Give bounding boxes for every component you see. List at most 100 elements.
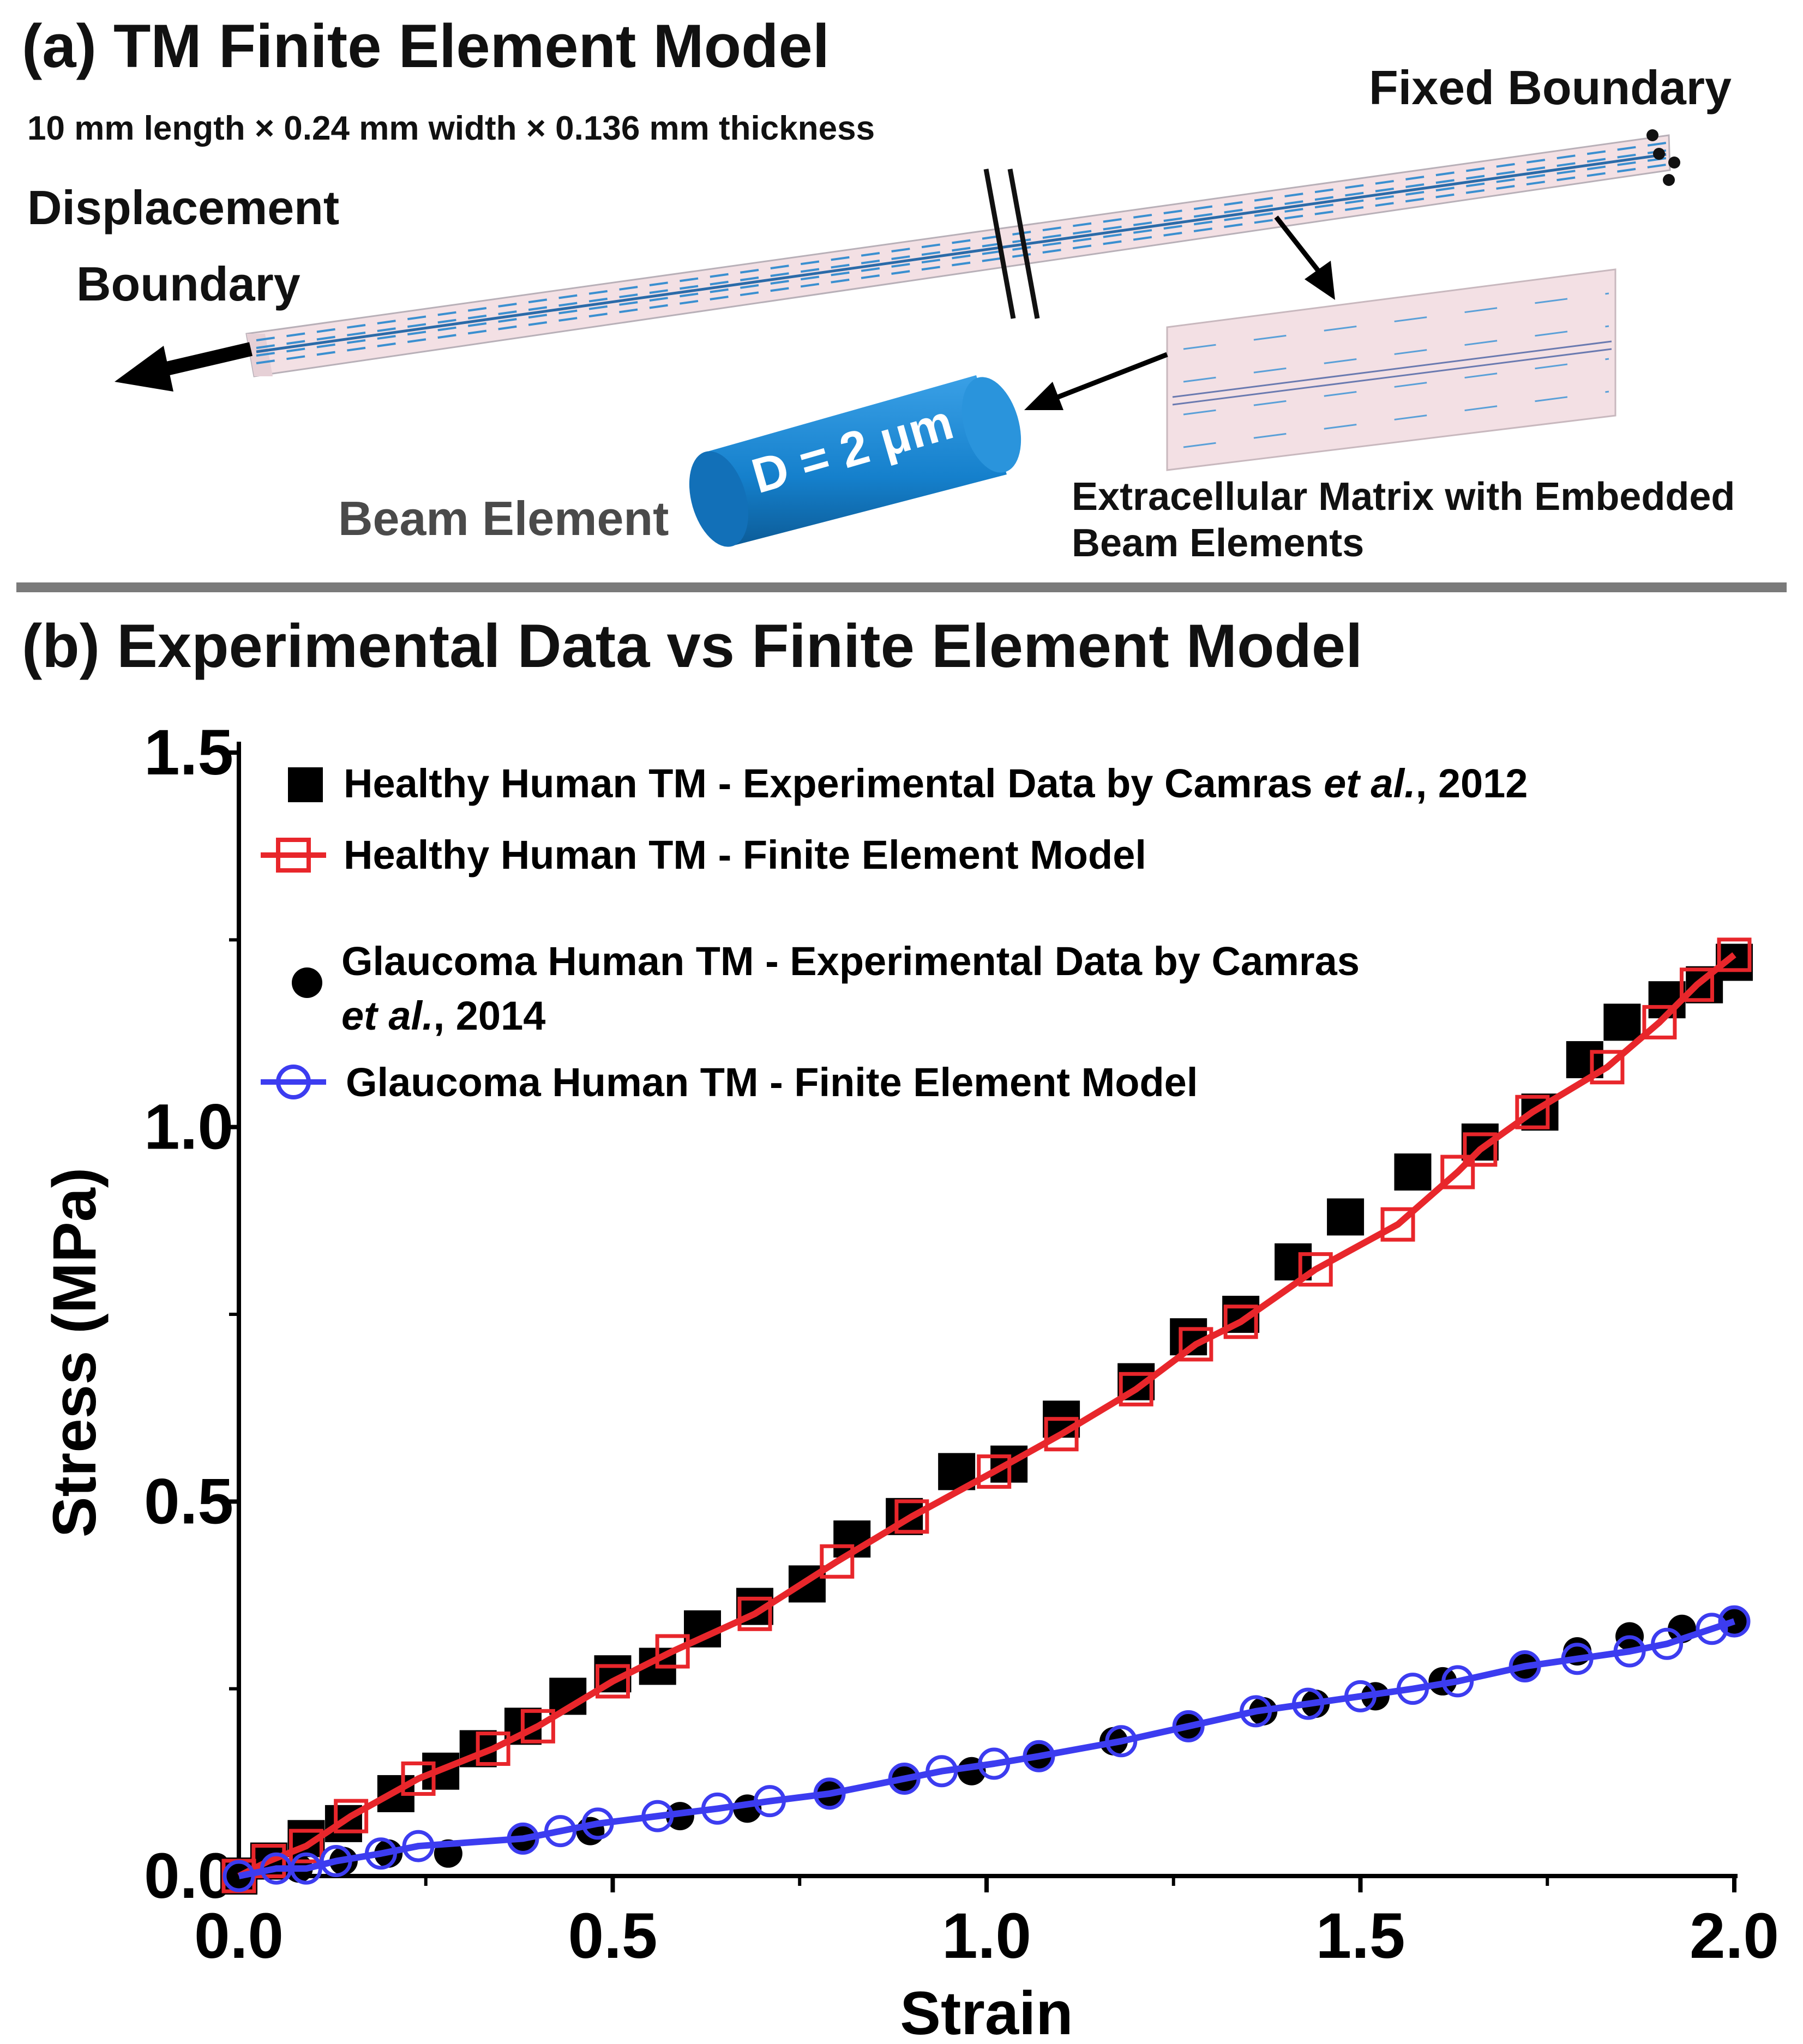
data-point [1044, 1417, 1079, 1452]
data-point [753, 1785, 786, 1818]
beam-element-cylinder [689, 375, 1021, 547]
data-point [1023, 1740, 1055, 1772]
chart-legend: Healthy Human TM - Experimental Data by … [261, 761, 1528, 1105]
data-point [320, 1845, 352, 1878]
chart-axes: 0.0 0.5 1.0 1.5 0.0 0.5 1.0 1.5 2.0 Strain Stress … [40, 717, 1779, 2040]
x-tick-label: 0.5 [568, 1900, 657, 1972]
legend-label-healthy-fem: Healthy Human TM - Finite Element Model [344, 832, 1146, 877]
break-marks [983, 169, 1040, 319]
beam-element-label: Beam Element [338, 491, 669, 545]
data-point [1396, 1673, 1429, 1705]
data-point [925, 1755, 958, 1788]
data-point [977, 1454, 1012, 1489]
data-point [1718, 1605, 1751, 1638]
data-point [1344, 1680, 1377, 1712]
data-point [978, 1747, 1011, 1780]
data-point [1508, 1650, 1541, 1682]
data-point [1441, 1665, 1474, 1698]
fe-model-diagram: D = 2 μm [115, 129, 1680, 547]
data-point [289, 1829, 323, 1863]
legend-marker-glaucoma-exp [292, 967, 322, 998]
data-point [1679, 967, 1714, 1002]
series-line [238, 1618, 1735, 1879]
y-tick-label: 1.5 [144, 717, 233, 789]
legend-label-glaucoma-exp: Glaucoma Human TM - Experimental Data by… [341, 939, 1360, 984]
x-tick-label: 1.0 [942, 1900, 1031, 1972]
tm-strip [245, 134, 1671, 377]
fixed-boundary-label: Fixed Boundary [1369, 61, 1732, 115]
data-point [1590, 1050, 1625, 1085]
data-point [1327, 1198, 1365, 1236]
data-point [251, 1844, 286, 1879]
data-point [402, 1830, 435, 1862]
data-point [1440, 1155, 1475, 1189]
legend-marker-healthy-fem [261, 838, 326, 873]
series-1 [221, 937, 1752, 1893]
data-point [1717, 937, 1752, 972]
data-point [813, 1777, 846, 1810]
legend-marker-glaucoma-fem [261, 1065, 326, 1099]
stress-strain-chart: 0.0 0.5 1.0 1.5 0.0 0.5 1.0 1.5 2.0 Strain Stress … [40, 717, 1779, 2040]
data-point [1298, 1252, 1333, 1287]
ecm-label-line2: Beam Elements [1072, 521, 1365, 565]
beam-arrow [1024, 352, 1168, 410]
data-point [1223, 1304, 1258, 1339]
data-point [520, 1709, 555, 1744]
data-point [290, 1852, 322, 1885]
data-point [888, 1762, 921, 1795]
data-point [596, 1664, 630, 1699]
series-3 [223, 1605, 1751, 1892]
panel-divider [16, 582, 1787, 592]
data-point [701, 1792, 734, 1825]
data-point [544, 1815, 577, 1848]
x-tick-label: 0.0 [194, 1900, 284, 1972]
data-point [1105, 1725, 1138, 1758]
data-point [223, 1860, 255, 1892]
model-dimensions: 10 mm length × 0.24 mm width × 0.136 mm … [27, 110, 875, 147]
x-tick-label: 2.0 [1690, 1900, 1779, 1972]
panel-b-title: (b) Experimental Data vs Finite Element … [22, 612, 1363, 680]
data-point [1179, 1327, 1213, 1362]
series-line [237, 952, 1736, 1879]
y-axis-label: Stress (MPa) [40, 1168, 109, 1537]
displacement-arrow [115, 342, 253, 392]
y-tick-label: 0.0 [144, 1840, 233, 1912]
data-point [1394, 1153, 1432, 1191]
data-point [364, 1837, 397, 1870]
y-tick-label: 1.0 [144, 1091, 233, 1163]
data-point [1642, 1005, 1677, 1039]
x-axis-label: Strain [900, 1979, 1073, 2040]
series-2 [225, 1607, 1748, 1890]
data-point [1119, 1372, 1153, 1406]
data-point [1613, 1635, 1646, 1668]
data-point [737, 1596, 772, 1631]
data-point [1292, 1687, 1325, 1720]
data-point [1240, 1695, 1272, 1728]
legend-label-healthy-exp: Healthy Human TM - Experimental Data by … [344, 761, 1528, 806]
data-point [476, 1732, 510, 1766]
data-point [641, 1800, 674, 1832]
data-point [1380, 1207, 1415, 1242]
embedded-fibers [256, 142, 1667, 364]
data-point [1172, 1710, 1205, 1742]
data-point [1515, 1095, 1550, 1129]
legend-marker-healthy-exp [288, 767, 323, 802]
data-point [894, 1499, 929, 1534]
chart-series [220, 937, 1753, 1895]
legend-label-glaucoma-fem: Glaucoma Human TM - Finite Element Model [346, 1060, 1198, 1105]
data-point [1696, 1613, 1728, 1645]
zoom-arrow [1274, 215, 1335, 300]
data-point [1603, 1003, 1641, 1041]
data-point [581, 1807, 614, 1840]
data-point [820, 1544, 855, 1579]
legend-label-glaucoma-exp-line2: et al., 2014 [341, 993, 545, 1038]
displacement-boundary-label-line2: Boundary [76, 257, 300, 311]
data-point [507, 1822, 539, 1855]
fixed-boundary-nodes [1646, 129, 1680, 186]
data-point [334, 1799, 369, 1833]
x-tick-label: 1.5 [1315, 1900, 1405, 1972]
ecm-zoom-box [1166, 268, 1616, 471]
displacement-boundary-label: Displacement [27, 181, 340, 235]
data-point [1561, 1643, 1594, 1675]
data-point [655, 1634, 690, 1669]
